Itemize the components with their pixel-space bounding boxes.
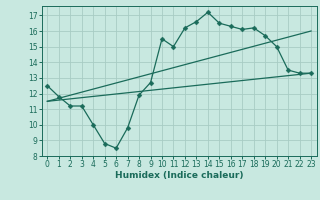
X-axis label: Humidex (Indice chaleur): Humidex (Indice chaleur)	[115, 171, 244, 180]
